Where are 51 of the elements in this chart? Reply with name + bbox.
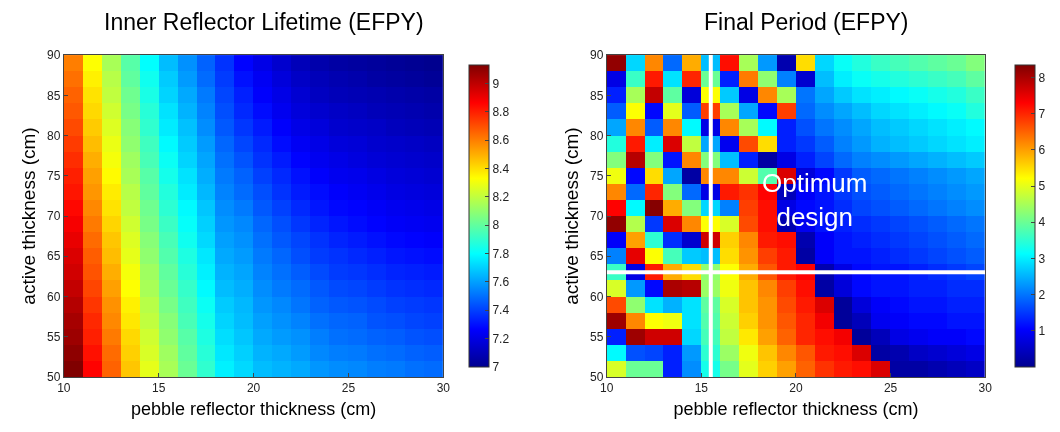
y-tick-label: 60 xyxy=(589,289,604,304)
y-tick-label: 55 xyxy=(47,329,61,344)
color-bar-label: 7.4 xyxy=(492,303,510,318)
x-tick-label: 25 xyxy=(341,381,356,396)
y-tick-label: 90 xyxy=(47,48,61,63)
y-tick-label: 70 xyxy=(589,209,604,224)
x-tick-label: 20 xyxy=(246,381,261,396)
color-bar-label: 7.8 xyxy=(492,246,510,261)
y-tick-label: 55 xyxy=(589,329,604,344)
color-bar-label: 8.4 xyxy=(492,161,510,176)
x-tick-label: 20 xyxy=(789,381,803,396)
y-tick-label: 65 xyxy=(589,249,604,264)
color-bar-label: 5 xyxy=(1038,179,1046,194)
x-tick-label: 10 xyxy=(57,381,71,396)
chart-title: Inner Reflector Lifetime (EFPY) xyxy=(104,9,424,35)
y-tick-label: 70 xyxy=(47,209,61,224)
color-bar-label: 8.8 xyxy=(492,104,510,119)
x-axis-title: pebble reflector thickness (cm) xyxy=(673,399,919,420)
x-tick-label: 15 xyxy=(152,381,166,396)
color-bar-label: 8 xyxy=(492,218,500,233)
chart-title: Final Period (EFPY) xyxy=(704,9,909,35)
x-axis-title: pebble reflector thickness (cm) xyxy=(131,399,377,420)
x-tick-label: 30 xyxy=(436,381,451,396)
x-tick-label: 15 xyxy=(694,381,709,396)
color-bar-label: 7 xyxy=(492,360,500,375)
y-tick-label: 75 xyxy=(589,168,604,183)
color-bar-label: 8.2 xyxy=(492,189,510,204)
color-bar-label: 7.6 xyxy=(492,275,510,290)
color-bar-label: 8 xyxy=(1038,70,1046,85)
color-bar-label: 7.2 xyxy=(492,331,510,346)
x-tick-label: 25 xyxy=(883,381,898,396)
y-tick-label: 80 xyxy=(47,128,61,143)
color-bar-label: 6 xyxy=(1038,143,1046,158)
color-bar-label: 2 xyxy=(1038,287,1046,302)
y-tick-label: 85 xyxy=(589,88,604,103)
y-tick-label: 75 xyxy=(47,168,61,183)
x-tick-label: 10 xyxy=(600,381,614,396)
color-bar-label: 7 xyxy=(1038,106,1046,121)
y-axis-title: active thickness (cm) xyxy=(17,127,39,305)
color-bar-label: 3 xyxy=(1038,251,1046,266)
y-tick-label: 60 xyxy=(47,289,61,304)
color-bar-label: 8.6 xyxy=(492,133,510,148)
color-bar-label: 4 xyxy=(1038,215,1046,230)
y-tick-label: 65 xyxy=(47,249,61,264)
x-tick-label: 30 xyxy=(978,381,993,396)
y-tick-label: 85 xyxy=(47,88,61,103)
color-bar-label: 1 xyxy=(1038,323,1046,338)
y-tick-label: 90 xyxy=(589,48,604,63)
y-axis-title: active thickness (cm) xyxy=(560,127,582,305)
y-tick-label: 80 xyxy=(589,128,604,143)
color-bar-label: 9 xyxy=(492,76,500,91)
